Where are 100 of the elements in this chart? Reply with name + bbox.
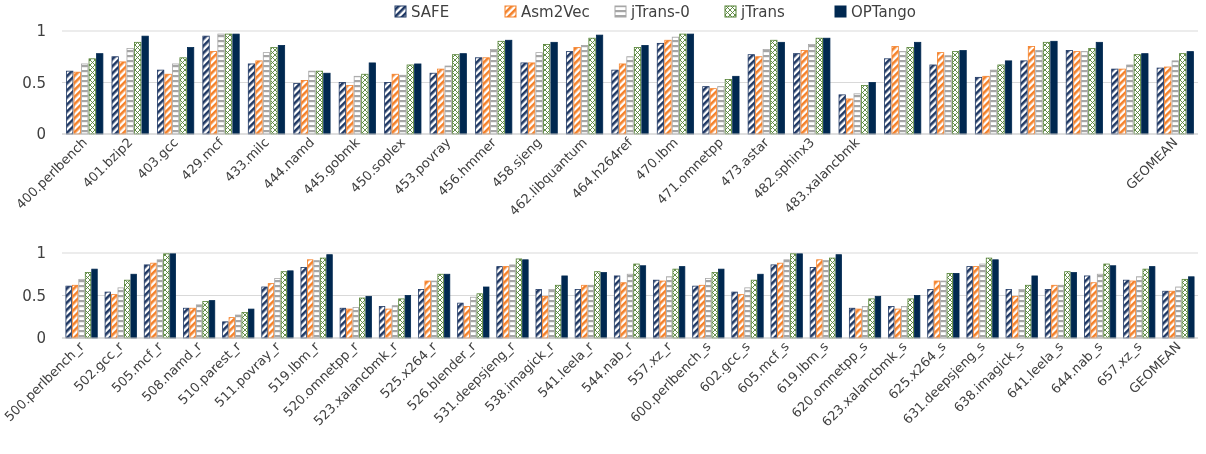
bar bbox=[509, 264, 516, 339]
bar bbox=[1109, 265, 1117, 339]
bar bbox=[1136, 276, 1143, 339]
bar bbox=[1095, 41, 1103, 135]
bar bbox=[1050, 40, 1058, 135]
bar bbox=[686, 33, 695, 135]
bar bbox=[620, 282, 627, 339]
bar bbox=[308, 70, 316, 135]
bar bbox=[368, 62, 376, 135]
bar bbox=[179, 57, 187, 135]
bar bbox=[399, 74, 407, 135]
bar bbox=[672, 268, 679, 339]
bar bbox=[1005, 289, 1012, 339]
bar bbox=[1035, 50, 1043, 135]
bar bbox=[1141, 53, 1149, 135]
bar bbox=[134, 41, 142, 135]
bar bbox=[581, 284, 588, 339]
bar bbox=[1073, 51, 1081, 135]
bar bbox=[702, 86, 710, 135]
bar bbox=[359, 297, 366, 339]
bar bbox=[535, 289, 542, 339]
bar bbox=[679, 33, 687, 135]
bar bbox=[1103, 263, 1110, 339]
bar bbox=[594, 271, 601, 339]
bar bbox=[1181, 278, 1189, 339]
bar bbox=[1164, 66, 1172, 135]
bar bbox=[1090, 282, 1097, 339]
bar bbox=[202, 301, 209, 339]
bar bbox=[874, 295, 882, 339]
bar bbox=[561, 275, 568, 339]
bar bbox=[535, 52, 543, 135]
bar bbox=[457, 302, 464, 339]
bar bbox=[574, 289, 582, 339]
bar bbox=[951, 51, 960, 135]
bar bbox=[588, 37, 596, 135]
bar bbox=[611, 69, 619, 135]
bar bbox=[117, 287, 124, 339]
bar bbox=[868, 82, 876, 135]
bar bbox=[1051, 284, 1058, 339]
bar bbox=[209, 51, 218, 135]
bar bbox=[300, 267, 307, 339]
bar bbox=[202, 35, 210, 135]
bar bbox=[724, 79, 732, 135]
bar bbox=[293, 83, 301, 135]
bar bbox=[452, 54, 460, 135]
bar bbox=[96, 53, 104, 135]
bar bbox=[718, 268, 725, 339]
bar bbox=[927, 289, 934, 339]
bar bbox=[323, 72, 331, 135]
bar bbox=[992, 259, 999, 339]
bar bbox=[846, 98, 854, 135]
bar bbox=[228, 317, 235, 339]
bar bbox=[1171, 60, 1179, 135]
bar bbox=[235, 314, 242, 339]
bar bbox=[339, 307, 347, 339]
bar bbox=[929, 64, 937, 135]
bar bbox=[195, 304, 203, 339]
bar bbox=[1188, 276, 1195, 339]
bar bbox=[81, 63, 89, 135]
bar bbox=[169, 253, 176, 339]
bar bbox=[1057, 284, 1065, 339]
bar bbox=[437, 273, 444, 339]
y-tick-label: 1 bbox=[36, 22, 46, 41]
bar bbox=[398, 298, 405, 339]
bar bbox=[429, 72, 437, 135]
bar bbox=[937, 52, 945, 135]
bar bbox=[307, 259, 314, 339]
bar bbox=[424, 280, 431, 339]
bar bbox=[346, 85, 354, 135]
bar bbox=[815, 37, 823, 135]
bar bbox=[868, 298, 875, 339]
legend-label: jTrans bbox=[740, 3, 785, 22]
y-tick-label: 0.5 bbox=[22, 286, 46, 305]
bar bbox=[222, 321, 229, 339]
bar bbox=[522, 259, 529, 339]
bar bbox=[800, 50, 808, 135]
bar bbox=[731, 291, 738, 339]
bar bbox=[1020, 60, 1028, 135]
bar bbox=[600, 272, 607, 339]
bar bbox=[953, 273, 960, 339]
bar bbox=[888, 306, 895, 339]
bar bbox=[66, 70, 74, 135]
y-tick-label: 0 bbox=[36, 125, 46, 144]
bar bbox=[157, 69, 165, 135]
bar bbox=[732, 75, 740, 135]
bar bbox=[543, 43, 551, 135]
bar bbox=[189, 307, 196, 339]
bar bbox=[156, 259, 164, 339]
legend-label: Asm2Vec bbox=[521, 3, 590, 22]
bar bbox=[790, 253, 797, 339]
bar bbox=[641, 45, 649, 135]
bar bbox=[861, 85, 869, 135]
bar bbox=[287, 270, 294, 339]
bar bbox=[502, 266, 510, 339]
bar bbox=[208, 300, 216, 339]
bar bbox=[520, 62, 528, 135]
bar bbox=[853, 93, 861, 135]
bar bbox=[639, 265, 647, 339]
bar bbox=[315, 70, 323, 135]
bar bbox=[777, 262, 784, 339]
